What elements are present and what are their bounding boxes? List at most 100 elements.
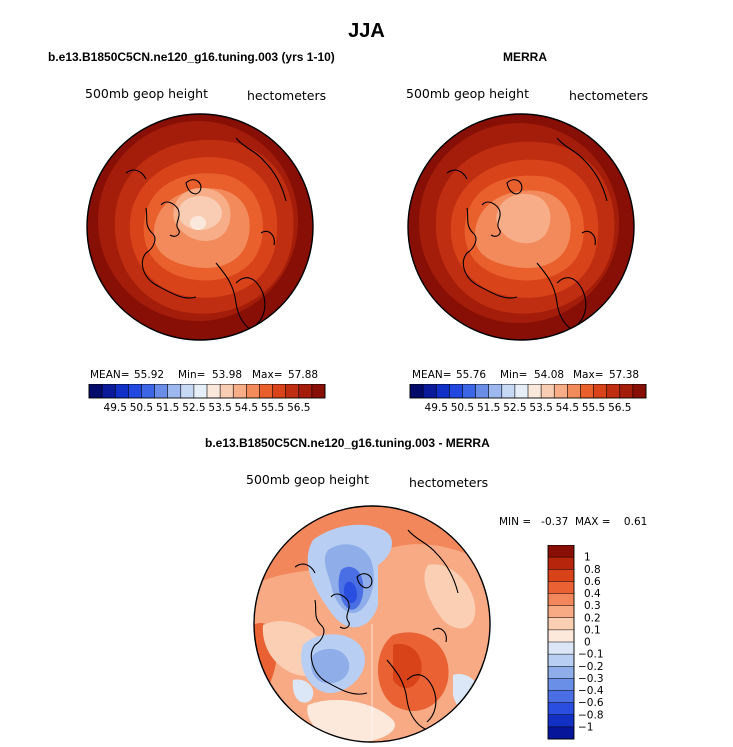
panel1-min-label: Min= xyxy=(178,369,206,381)
panel1-contours xyxy=(87,114,313,340)
panel2-min-label: Min= xyxy=(500,369,528,381)
panel1-colorbar-cell xyxy=(89,384,103,398)
panel3-colorbar-tick-label: 1 xyxy=(584,552,591,564)
panel1-coastlines xyxy=(125,137,287,332)
page-title: JJA xyxy=(348,20,385,42)
panel2-colorbar-cell xyxy=(632,384,647,398)
panel3-colorbar-tick-label: −0.4 xyxy=(578,685,604,697)
panel3-colorbar-cell xyxy=(548,702,574,716)
panel1-colorbar-tick-label: 49.5 xyxy=(104,402,127,414)
panel1-colorbar-cell xyxy=(285,384,300,398)
panel2-colorbar-cell xyxy=(423,384,437,398)
panel2-colorbar-tick-label: 50.5 xyxy=(451,402,474,414)
panel3-colorbar-tick-label: 0 xyxy=(584,637,591,649)
panel3-colorbar-tick-label: −0.2 xyxy=(578,661,604,673)
panel3-left-label: 500mb geop height xyxy=(246,472,369,487)
panel2-colorbar-cell xyxy=(449,384,463,398)
panel2-colorbar-cell xyxy=(619,384,634,398)
panel1-colorbar-cell xyxy=(220,384,234,398)
panel1-colorbar-cell xyxy=(246,384,260,398)
panel2-colorbar-cell xyxy=(501,384,516,398)
panel1-colorbar-cell xyxy=(180,384,195,398)
panel2-coastlines xyxy=(446,137,608,332)
panel2-colorbar-cell xyxy=(462,384,476,398)
panel1-colorbar-cell xyxy=(128,384,142,398)
panel3-colorbar-cell xyxy=(548,666,574,679)
panel2-colorbar-cell xyxy=(606,384,621,398)
panel3-colorbar-tick-label: 0.1 xyxy=(584,624,601,636)
panel3-colorbar-cell xyxy=(548,545,574,558)
panel2-mean-label: MEAN= xyxy=(412,369,452,381)
panel2-colorbar-tick-label: 49.5 xyxy=(425,402,448,414)
panel2-max-value: 57.38 xyxy=(609,369,640,381)
panel3-coastlines xyxy=(294,529,459,730)
panel1-colorbar-tick-label: 51.5 xyxy=(156,402,179,414)
panel1-colorbar-cell xyxy=(154,384,168,398)
panel3-colorbar-tick-label: 0.6 xyxy=(584,576,601,588)
panel3-colorbar-tick-label: −1 xyxy=(578,721,593,733)
panel1-right-label: hectometers xyxy=(247,88,327,103)
panel3-colorbar-cell xyxy=(548,617,574,631)
panel1-colorbar-tick-label: 55.5 xyxy=(261,402,284,414)
panel3-colorbar-cell xyxy=(548,605,574,619)
panel1-mean-label: MEAN= xyxy=(90,369,130,381)
panel3-colorbar-tick-label: −0.3 xyxy=(578,673,604,685)
panel2-colorbar-cell xyxy=(593,384,607,398)
panel1-colorbar-tick-label: 50.5 xyxy=(130,402,153,414)
panel3-colorbar-tick-label: −0.1 xyxy=(578,649,604,661)
panel3-colorbar-tick-label: −0.8 xyxy=(578,709,604,721)
panel1-colorbar-cell xyxy=(102,384,116,398)
panel2-min-value: 54.08 xyxy=(534,369,565,381)
panel2-max-label: Max= xyxy=(573,369,604,381)
panel2-colorbar-cell xyxy=(475,384,489,398)
panel3-colorbar-tick-label: 0.3 xyxy=(584,600,601,612)
panel3-colorbar-cell xyxy=(548,557,574,570)
panel3-right-label: hectometers xyxy=(409,475,489,490)
panel2-colorbar-cell xyxy=(541,384,555,398)
panel2-colorbar-cell xyxy=(410,384,424,398)
panel2-colorbar-cell xyxy=(567,384,581,398)
panel3-colorbar-frame xyxy=(547,545,575,740)
panel1-colorbar-cell xyxy=(272,384,286,398)
panel2-colorbar: 49.5 50.5 51.5 52.5 53.5 54.5 55.5 56.5 xyxy=(409,384,647,414)
panel1-colorbar-tick-label: 52.5 xyxy=(182,402,205,414)
panel2-right-label: hectometers xyxy=(569,88,649,103)
panel3-colorbar-tick-label: 0.2 xyxy=(584,612,601,624)
panel1-colorbar-cell xyxy=(193,384,208,398)
panel3-colorbar-cell xyxy=(548,726,574,740)
panel2-colorbar-tick-label: 51.5 xyxy=(477,402,500,414)
panel1-polar-map xyxy=(86,113,314,341)
panel3-colorbar-cell xyxy=(548,654,574,667)
panel2-contours xyxy=(408,114,634,340)
panel2-colorbar-cell xyxy=(554,384,568,398)
panel1-colorbar-tick-label: 53.5 xyxy=(208,402,231,414)
panel3-stats: MIN = -0.37 MAX = 0.61 xyxy=(499,516,648,528)
panel2-mean-value: 55.76 xyxy=(456,369,487,381)
panel3-colorbar-cell xyxy=(548,629,574,643)
panel3-colorbar-cell xyxy=(548,690,574,703)
panel2-colorbar-tick-label: 53.5 xyxy=(529,402,552,414)
panel1-colorbar-cell xyxy=(167,384,182,398)
panel1-mean-value: 55.92 xyxy=(134,369,165,381)
panel1-colorbar-cell xyxy=(207,384,221,398)
panel1-colorbar-cell xyxy=(141,384,155,398)
panel2-polar-map xyxy=(407,113,635,341)
panel3-colorbar-cell xyxy=(548,678,574,691)
panel3-contours xyxy=(254,506,490,742)
panel3-colorbar-tick-label: 0.8 xyxy=(584,564,601,576)
panel3-colorbar-cell xyxy=(548,569,574,582)
panel1-colorbar-cell xyxy=(115,384,129,398)
panel3-colorbar-cell xyxy=(548,593,574,606)
panel1-colorbar: 49.5 50.5 51.5 52.5 53.5 54.5 55.5 56.5 xyxy=(88,384,326,414)
panel1-max-label: Max= xyxy=(252,369,283,381)
panel2-colorbar-frame xyxy=(409,384,647,399)
panel2-colorbar-tick-label: 56.5 xyxy=(608,402,631,414)
panel1-min-value: 53.98 xyxy=(212,369,243,381)
panel2-colorbar-cell xyxy=(528,384,542,398)
panel2-colorbar-tick-label: 52.5 xyxy=(503,402,526,414)
panel2-colorbar-tick-label: 54.5 xyxy=(556,402,579,414)
panel1-colorbar-tick-label: 56.5 xyxy=(287,402,310,414)
panel3-polar-map xyxy=(253,505,491,743)
panel2-colorbar-cell xyxy=(436,384,450,398)
panel2-colorbar-cell xyxy=(580,384,594,398)
